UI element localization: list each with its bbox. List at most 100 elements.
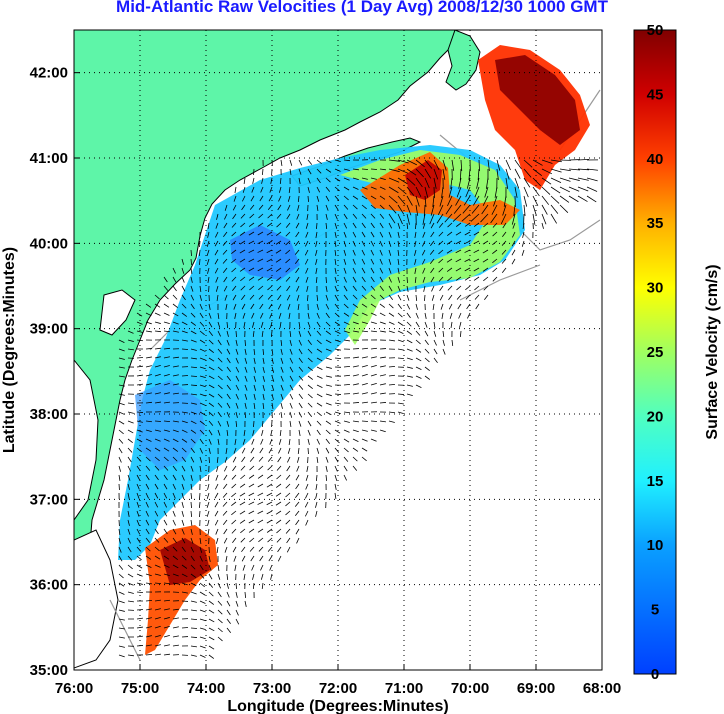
velocity-arrow [334,420,341,424]
velocity-arrow [334,447,340,453]
velocity-arrow [181,519,185,526]
velocity-arrow [482,240,489,245]
velocity-arrow [241,303,246,310]
velocity-arrow [343,429,350,433]
velocity-arrow [325,375,332,378]
velocity-arrow [406,186,415,196]
velocity-arrow [136,429,143,433]
velocity-arrow [257,258,264,262]
velocity-arrow [190,249,192,257]
velocity-arrow [222,492,228,498]
velocity-arrow [296,285,300,292]
velocity-arrow [325,438,331,444]
velocity-arrow [249,213,255,219]
velocity-arrow [215,285,219,292]
velocity-arrow [304,510,309,517]
velocity-arrow [388,231,392,238]
velocity-arrow [233,303,237,310]
velocity-arrow [307,186,310,193]
velocity-arrow [250,447,255,454]
velocity-arrow [388,294,394,300]
velocity-arrow [190,555,195,562]
velocity-arrow [361,285,367,291]
velocity-arrow [154,364,161,368]
velocity-arrow [172,519,176,526]
velocity-arrow [483,276,489,282]
velocity-arrow [316,474,318,482]
velocity-arrow [474,186,480,198]
velocity-arrow [379,420,386,423]
velocity-arrow [118,375,125,378]
velocity-arrow [334,285,338,292]
velocity-arrow [433,339,437,346]
velocity-arrow [208,411,214,417]
velocity-arrow [451,159,455,171]
velocity-arrow [523,177,531,188]
velocity-arrow [222,267,228,273]
velocity-arrow [145,330,152,333]
velocity-arrow [181,294,186,301]
velocity-arrow [424,357,430,363]
velocity-arrow [217,312,220,319]
velocity-arrow [361,213,367,219]
velocity-arrow [414,231,417,238]
velocity-arrow [379,365,386,368]
velocity-arrow [127,654,134,657]
velocity-arrow [190,474,193,481]
velocity-arrow [199,312,204,319]
velocity-arrow [270,330,273,338]
velocity-arrow [307,384,313,389]
velocity-arrow [243,177,246,184]
velocity-arrow [276,537,282,543]
velocity-arrow [199,492,201,500]
velocity-arrow [181,312,188,317]
velocity-arrow [226,348,231,355]
velocity-arrow [307,357,313,363]
velocity-arrow [307,438,310,445]
velocity-arrow [154,321,161,324]
velocity-arrow [240,285,246,291]
velocity-arrow [222,258,228,264]
velocity-arrow [154,447,161,452]
velocity-arrow [154,392,161,395]
velocity-arrow [397,204,405,215]
velocity-arrow [163,625,170,629]
velocity-arrow [261,420,264,428]
velocity-arrow [232,204,237,211]
velocity-arrow [163,321,170,325]
velocity-arrow [127,492,130,499]
velocity-arrow [370,276,375,283]
velocity-arrow [464,267,471,272]
velocity-arrow [430,267,435,274]
delaware-bay [99,289,136,336]
velocity-arrow [289,348,293,355]
velocity-arrow [388,420,395,423]
lat-lon-grid [74,30,602,670]
velocity-arrow [532,186,540,197]
velocity-arrow [325,447,330,454]
velocity-arrow [199,429,205,435]
velocity-arrow [388,258,392,265]
velocity-arrow [370,258,375,265]
velocity-arrow [397,312,403,318]
velocity-arrow [316,429,321,436]
velocity-arrow [190,267,193,274]
velocity-arrow [163,401,170,404]
velocity-arrow [231,267,237,273]
velocity-arrow [172,303,178,309]
velocity-arrow [406,303,411,310]
velocity-arrow [215,276,219,283]
velocity-arrow [505,177,509,189]
velocity-arrow [181,258,184,265]
velocity-arrow [473,222,480,227]
velocity-arrow [145,383,152,386]
y-axis-label: Latitude (Degrees:Minutes) [1,247,18,453]
velocity-arrow [118,573,124,579]
velocity-arrow [154,347,161,350]
velocity-arrow [208,654,215,659]
velocity-arrow [275,492,282,497]
velocity-arrow [136,483,140,490]
velocity-arrow [239,492,246,497]
velocity-arrow [206,510,210,517]
